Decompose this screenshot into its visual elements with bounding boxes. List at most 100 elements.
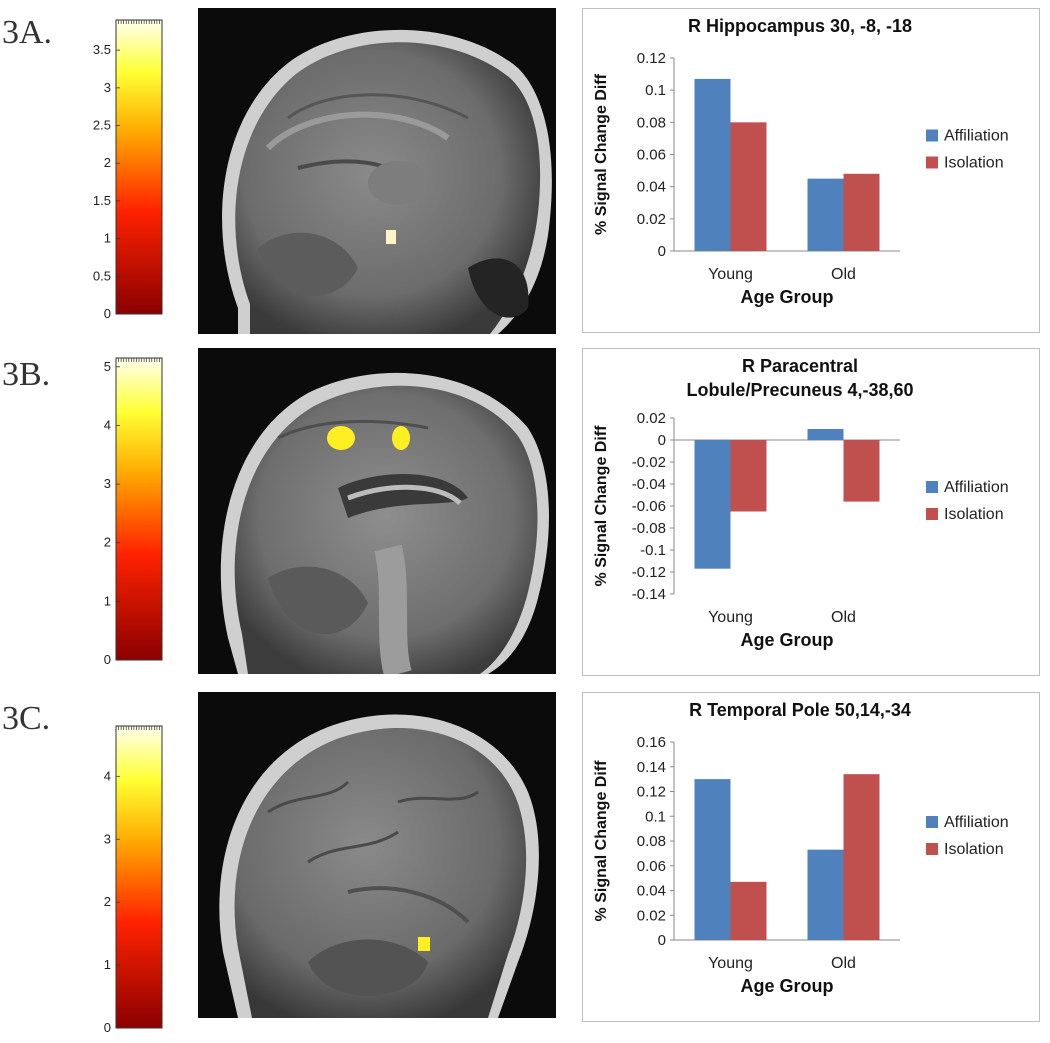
y-tick-label: 0.06 <box>637 858 666 875</box>
colorbar: 0 0.5 1 1.5 2 2.5 3 3.5 <box>93 19 163 321</box>
y-tick-label: 0.06 <box>637 147 666 164</box>
legend-label: Isolation <box>944 841 1004 858</box>
colorbar-tick-label: 3.5 <box>93 42 111 57</box>
legend-label: Isolation <box>944 506 1004 523</box>
panel-label: 3A. <box>2 14 53 51</box>
y-tick-label: 0.1 <box>645 808 666 825</box>
x-tick-label: Old <box>831 609 856 626</box>
colorbar-tick-label: 1 <box>104 957 111 972</box>
legend-swatch <box>926 816 938 828</box>
activation-cluster <box>327 426 355 450</box>
x-tick-label: Young <box>708 266 753 283</box>
colorbar-tick-label: 0 <box>104 1020 111 1035</box>
x-tick-label: Young <box>708 955 753 972</box>
colorbar-tick-label: 0 <box>104 652 111 667</box>
colorbar-tick-label: 3 <box>104 476 111 491</box>
y-tick-label: 0.1 <box>645 82 666 99</box>
y-tick-label: -0.08 <box>632 520 666 537</box>
colorbar-tick-label: 1 <box>104 593 111 608</box>
activation-cluster <box>418 937 430 951</box>
chart-title: R Temporal Pole 50,14,-34 <box>689 700 911 720</box>
panel-label: 3B. <box>2 356 51 393</box>
bar-affiliation-old <box>807 178 844 251</box>
legend-swatch <box>926 129 938 142</box>
brain-image-sagittal <box>198 692 556 1018</box>
bar-isolation-young <box>730 122 767 251</box>
panel-3c: 3C. 0 1 2 3 4 R Temporal Pole 50,14,-34 0 0.02… <box>0 686 1050 1035</box>
legend-label: Affiliation <box>944 479 1009 496</box>
colorbar-tick-label: 0 <box>104 306 111 321</box>
colorbar-tick-label: 0.5 <box>93 268 111 283</box>
chart-title: R Paracentral <box>742 356 858 376</box>
y-tick-label: 0 <box>658 243 666 260</box>
y-tick-label: 0.12 <box>637 784 666 801</box>
bar-chart: R Temporal Pole 50,14,-34 0 0.02 0.04 0.06 0.… <box>582 692 1040 1022</box>
bar-chart: R Paracentral Lobule/Precuneus 4,-38,60 0.… <box>582 348 1040 676</box>
bar-isolation-old <box>843 774 880 940</box>
y-tick-label: 0.02 <box>637 410 666 427</box>
colorbar: 0 1 2 3 4 <box>104 725 163 1035</box>
chart-title: Lobule/Precuneus 4,-38,60 <box>686 380 913 400</box>
activation-cluster <box>392 426 410 450</box>
y-tick-label: -0.06 <box>632 498 666 515</box>
colorbar-tick-label: 3 <box>104 80 111 95</box>
x-tick-label: Young <box>708 609 753 626</box>
bar-affiliation-young <box>694 78 731 252</box>
colorbar: 0 1 2 3 4 5 <box>104 357 163 667</box>
colorbar-tick-label: 2 <box>104 155 111 170</box>
panel-label: 3C. <box>2 700 51 737</box>
x-axis-title: Age Group <box>741 630 834 650</box>
brain-image-sagittal <box>198 8 556 334</box>
y-axis-title: % Signal Change Diff <box>593 425 610 587</box>
colorbar-tick-label: 4 <box>104 768 111 783</box>
chart-frame <box>582 8 1040 333</box>
legend-swatch <box>926 156 938 169</box>
bar-isolation-young <box>730 440 767 512</box>
colorbar-gradient <box>115 725 163 1029</box>
y-tick-label: 0 <box>658 932 666 949</box>
y-tick-label: 0.02 <box>637 907 666 924</box>
chart-frame <box>582 348 1040 676</box>
y-tick-label: -0.02 <box>632 454 666 471</box>
panel-3a: 3A. 0 0.5 1 1.5 2 2.5 3 3.5 R Hippocampus 30, -… <box>0 0 1050 340</box>
colorbar-tick-label: 5 <box>104 359 111 374</box>
y-tick-label: 0.08 <box>637 114 666 131</box>
legend-swatch <box>926 508 938 520</box>
colorbar-gradient <box>115 357 163 661</box>
bar-affiliation-old <box>807 849 844 940</box>
colorbar-tick-label: 2 <box>104 894 111 909</box>
colorbar-tick-label: 1 <box>104 231 111 246</box>
y-tick-label: 0.14 <box>637 759 666 776</box>
colorbar-gradient <box>115 19 163 315</box>
y-tick-label: -0.1 <box>640 542 666 559</box>
bar-affiliation-young <box>694 440 731 569</box>
y-tick-label: 0.04 <box>637 179 666 196</box>
y-tick-label: -0.04 <box>632 476 666 493</box>
legend-label: Isolation <box>944 155 1004 172</box>
bar-isolation-old <box>843 173 880 251</box>
brain-image-sagittal <box>198 348 556 674</box>
bar-affiliation-old <box>807 429 844 440</box>
y-tick-label: -0.12 <box>632 564 666 581</box>
legend-swatch <box>926 481 938 493</box>
x-tick-label: Old <box>831 266 856 283</box>
colorbar-tick-label: 3 <box>104 831 111 846</box>
activation-cluster <box>386 230 396 244</box>
legend-label: Affiliation <box>944 814 1009 831</box>
bar-isolation-young <box>730 881 767 940</box>
chart-title: R Hippocampus 30, -8, -18 <box>688 16 912 36</box>
y-tick-label: 0.08 <box>637 833 666 850</box>
legend-swatch <box>926 843 938 855</box>
colorbar-tick-label: 2 <box>104 535 111 550</box>
bar-isolation-old <box>843 440 880 502</box>
bar-chart: R Hippocampus 30, -8, -18 0 0.02 0.04 0.06 0.… <box>582 8 1040 333</box>
x-axis-title: Age Group <box>741 976 834 996</box>
y-tick-label: 0 <box>658 432 666 449</box>
bar-affiliation-young <box>694 779 731 940</box>
y-tick-label: -0.14 <box>632 586 666 603</box>
y-axis-title: % Signal Change Diff <box>593 73 610 235</box>
y-tick-label: 0.04 <box>637 883 666 900</box>
colorbar-tick-label: 1.5 <box>93 193 111 208</box>
x-tick-label: Old <box>831 955 856 972</box>
y-tick-label: 0.16 <box>637 734 666 751</box>
